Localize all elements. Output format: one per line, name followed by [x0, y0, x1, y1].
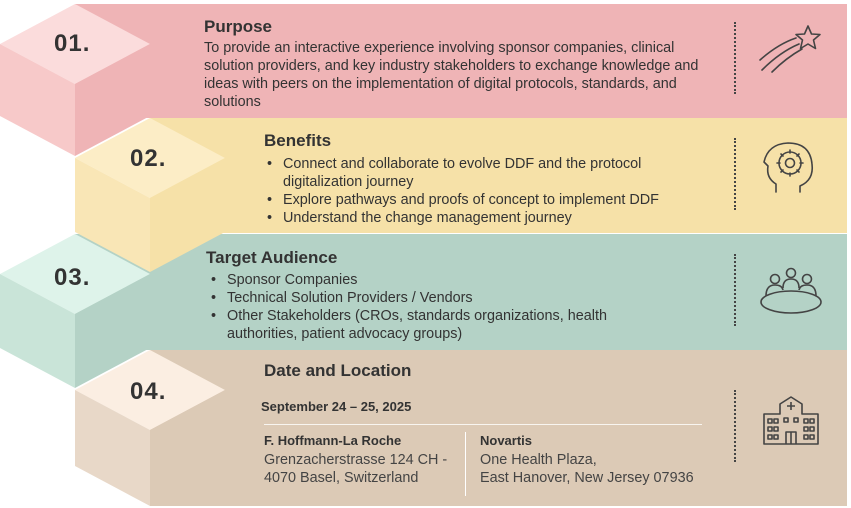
cube-01: [0, 4, 150, 156]
location-1-line1: Grenzacherstrasse 124 CH -: [264, 452, 448, 468]
benefits-item: Explore pathways and proofs of concept t…: [264, 191, 714, 209]
location-divider: [465, 432, 466, 496]
hospital-building-icon: [763, 396, 819, 445]
location-1-line2: 4070 Basel, Switzerland: [264, 470, 419, 486]
location-2-line2: East Hanover, New Jersey 07936: [480, 470, 694, 486]
purpose-title: Purpose: [204, 17, 273, 36]
band-purpose: [75, 4, 847, 118]
event-date: September 24 – 25, 2025: [261, 399, 412, 414]
separator-date-location: [734, 390, 736, 462]
separator-benefits: [734, 138, 736, 210]
location-2-name: Novartis: [480, 433, 533, 448]
target-audience-item: Sponsor Companies: [208, 271, 658, 289]
shooting-star-icon: [759, 25, 821, 73]
band-date-location: [150, 350, 847, 506]
separator-purpose: [734, 22, 736, 94]
target-audience-title: Target Audience: [206, 248, 338, 267]
separator-target-audience: [734, 254, 736, 326]
benefits-item: Connect and collaborate to evolve DDF an…: [264, 155, 714, 191]
target-audience-item: Technical Solution Providers / Vendors: [208, 289, 658, 307]
benefits-title: Benefits: [264, 131, 332, 150]
location-1-name: F. Hoffmann-La Roche: [264, 433, 402, 448]
section-number-01: 01.: [54, 30, 91, 57]
cube-04: [75, 350, 225, 506]
section-number-02: 02.: [130, 145, 167, 172]
section-number-04: 04.: [130, 378, 167, 405]
date-divider: [264, 424, 702, 425]
head-brain-gear-icon: [763, 142, 814, 193]
section-number-03: 03.: [54, 264, 91, 291]
meeting-table-icon: [760, 267, 822, 314]
purpose-text: To provide an interactive experience inv…: [204, 40, 699, 110]
target-audience-item: Other Stakeholders (CROs, standards orga…: [208, 307, 658, 343]
cube-03: [0, 234, 150, 388]
date-location-title: Date and Location: [264, 361, 412, 380]
cube-02: [75, 118, 225, 272]
benefits-list: Connect and collaborate to evolve DDF an…: [264, 155, 714, 227]
target-audience-list: Sponsor Companies Technical Solution Pro…: [208, 271, 658, 343]
benefits-item: Understand the change management journey: [264, 209, 714, 227]
location-2-line1: One Health Plaza,: [480, 452, 597, 468]
